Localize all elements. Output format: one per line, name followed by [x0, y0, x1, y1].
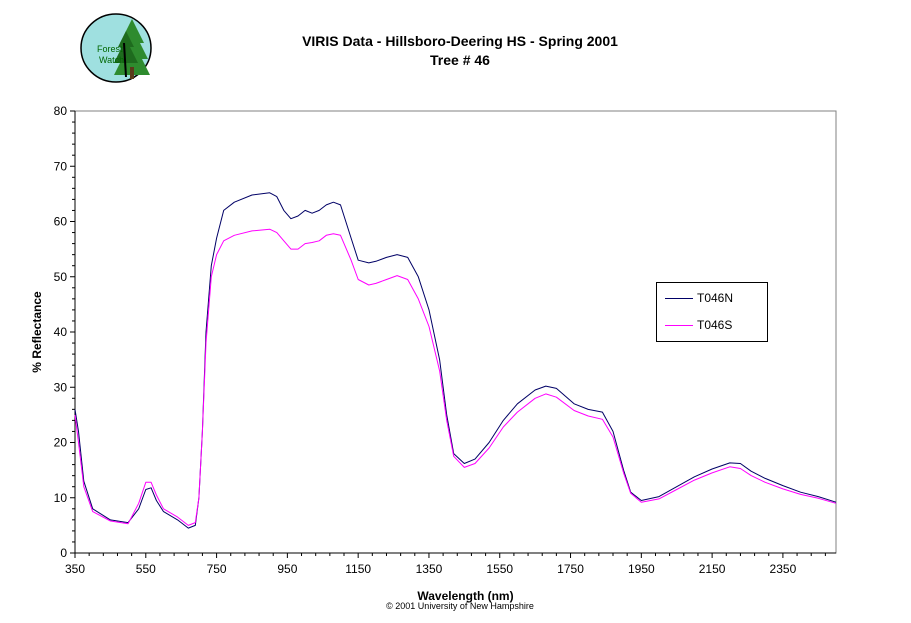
- chart-legend: T046N T046S: [656, 282, 768, 342]
- x-tick-label: 1150: [345, 562, 371, 576]
- legend-label-t046s: T046S: [697, 318, 733, 332]
- legend-swatch-t046n: [665, 297, 693, 299]
- y-tick-label: 80: [54, 104, 68, 118]
- x-tick-label: 2350: [770, 562, 797, 576]
- x-tick-label: 950: [277, 562, 297, 576]
- x-tick-label: 350: [65, 562, 85, 576]
- x-tick-label: 2150: [699, 562, 726, 576]
- x-tick-label: 1350: [416, 562, 443, 576]
- x-tick-label: 1950: [628, 562, 655, 576]
- forest-watch-logo: Forest Watch: [80, 13, 152, 83]
- y-axis-label: % Reflectance: [30, 291, 44, 373]
- logo-text-forest: Forest: [97, 44, 123, 54]
- y-tick-label: 20: [54, 436, 68, 450]
- legend-item-t046s: T046S: [665, 317, 732, 333]
- chart-title-line2: Tree # 46: [430, 52, 490, 68]
- chart-title-line1: VIRIS Data - Hillsboro-Deering HS - Spri…: [302, 33, 618, 49]
- y-tick-label: 60: [54, 215, 68, 229]
- y-tick-label: 70: [54, 159, 68, 173]
- y-tick-label: 0: [60, 546, 67, 560]
- forest-watch-logo-graphic: Forest Watch: [80, 13, 152, 83]
- series-line-t046s: [74, 228, 837, 526]
- y-tick-label: 40: [54, 325, 68, 339]
- x-axis-label: Wavelength (nm): [417, 589, 513, 603]
- x-tick-label: 750: [207, 562, 227, 576]
- series-line-t046n: [74, 192, 837, 529]
- y-tick-label: 50: [54, 270, 68, 284]
- x-tick-label: 550: [136, 562, 156, 576]
- y-tick-label: 10: [54, 491, 68, 505]
- y-tick-label: 30: [54, 380, 68, 394]
- x-tick-label: 1550: [486, 562, 513, 576]
- legend-item-t046n: T046N: [665, 290, 733, 306]
- logo-text-watch: Watch: [99, 55, 124, 65]
- copyright-notice: © 2001 University of New Hampshire: [386, 601, 534, 611]
- legend-swatch-t046s: [665, 324, 693, 326]
- x-tick-label: 1750: [557, 562, 584, 576]
- legend-label-t046n: T046N: [697, 291, 734, 305]
